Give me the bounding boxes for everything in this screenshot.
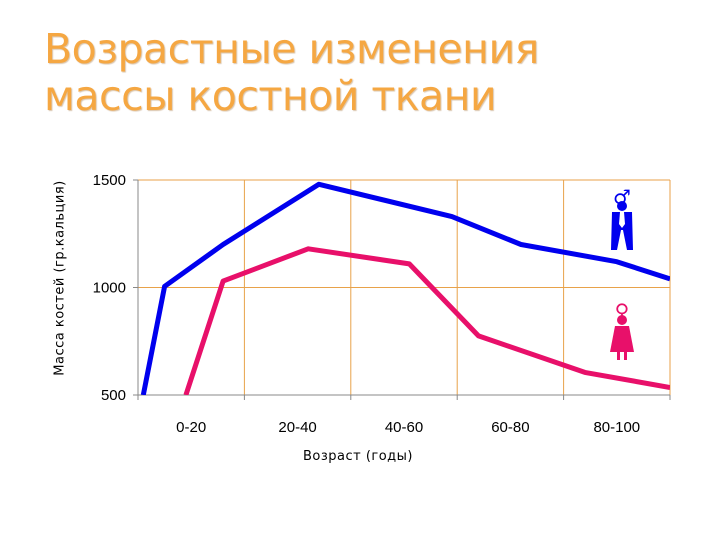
- male-figure-icon: ♂: [611, 185, 633, 250]
- x-tick-label: 20-40: [278, 419, 316, 436]
- tick-labels: 1500 1000 500 0-20 20-40 40-60 60-80 80-100: [93, 172, 641, 436]
- series-line: [140, 181, 670, 395]
- female-leg-left: [617, 352, 620, 360]
- x-axis-label: Возраст (годы): [303, 449, 413, 464]
- x-tick-label: 0-20: [176, 419, 206, 436]
- series-line: [183, 246, 670, 395]
- female-dress: [610, 326, 634, 352]
- series-lines: [140, 181, 670, 395]
- y-tick-label: 1000: [93, 280, 126, 297]
- page-title: Возрастные изменения массы костной ткани: [44, 25, 539, 121]
- male-body: [611, 212, 633, 250]
- x-tick-label: 40-60: [385, 419, 423, 436]
- male-shirt: [619, 212, 625, 228]
- female-symbol: ♀: [615, 299, 630, 323]
- female-leg-right: [624, 352, 627, 360]
- axes: [133, 179, 671, 400]
- x-tick-label: 80-100: [593, 419, 640, 436]
- male-head: [617, 201, 627, 211]
- y-tick-label: 1500: [93, 172, 126, 189]
- grid-lines: [138, 179, 671, 396]
- y-tick-label: 500: [101, 387, 126, 404]
- title-line-2: массы костной ткани: [44, 72, 497, 121]
- female-head: [617, 315, 627, 325]
- male-symbol: ♂: [613, 185, 631, 209]
- x-tick-label: 60-80: [491, 419, 529, 436]
- title-line-1: Возрастные изменения: [44, 25, 539, 73]
- female-figure-icon: ♀: [610, 299, 634, 360]
- series-icons: ♂♀: [610, 185, 634, 360]
